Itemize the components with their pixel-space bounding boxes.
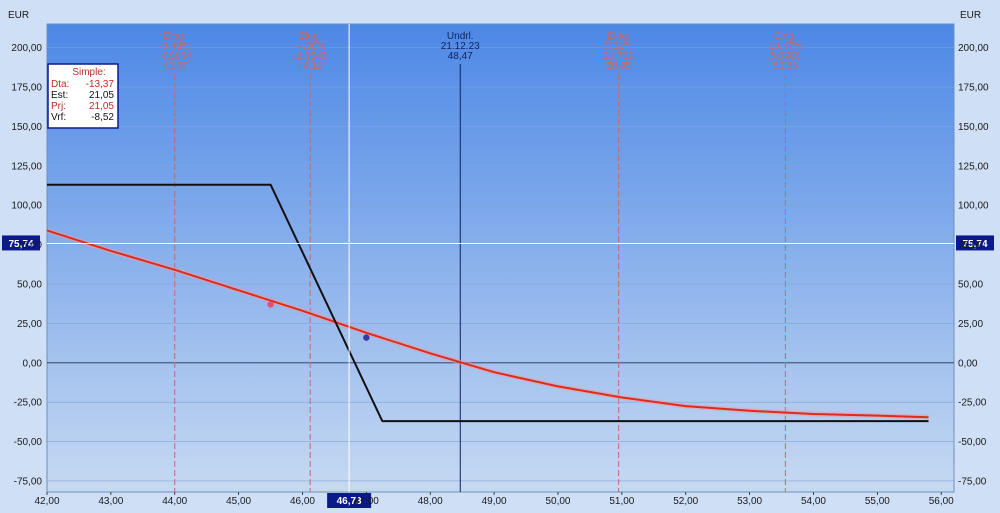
legend-row-value: -8,52 [91,112,114,123]
y-tick-label-right: 100,00 [958,201,989,212]
annotation-label: -4,86% [294,41,326,52]
annotation-label: 2,4752 [603,51,634,62]
y-tick-label-left: 125,00 [11,161,42,172]
x-tick-label: 47,00 [354,496,379,507]
crosshair-y-label-right-box [956,235,994,251]
y-tick-label-left: -50,00 [14,437,43,448]
legend-background [47,63,119,129]
y-tick-label-right: 25,00 [958,319,983,330]
x-tick-label: 52,00 [673,496,698,507]
y-tick-label-right: -75,00 [958,476,987,487]
annotation-label: -9,48% [159,41,191,52]
series-line-black[interactable] [47,183,929,423]
annotation-label: -4,6954 [158,51,192,62]
annotation-label: Elng. [299,31,322,42]
y-tick-label-right: 150,00 [958,122,989,133]
x-tick-label: 56,00 [929,496,954,507]
y-tick-label-left: 50,00 [17,280,42,291]
y-tick-label-right: 125,00 [958,161,989,172]
x-tick-label: 43,00 [98,496,123,507]
y-tick-label-right: 0,00 [958,358,978,369]
legend-row-label: Est: [51,90,68,101]
x-tick-label: 53,00 [737,496,762,507]
x-tick-label: 55,00 [865,496,890,507]
annotation-label: 50,95 [606,61,631,72]
annotation-label: 53,56 [773,61,798,72]
legend-row-label: Vrf: [51,112,66,123]
annotation-label: 21.12.23 [441,41,480,52]
x-tick-label: 51,00 [609,496,634,507]
legend-row-value: 21,05 [89,90,114,101]
annotation-label: Elng. [607,31,630,42]
annotation-label: 43,87 [162,61,187,72]
y-tick-label-right: -50,00 [958,437,987,448]
y-tick-label-left: 25,00 [17,319,42,330]
annotation-label: 10,47% [768,41,802,52]
annotation-label: Elng. [163,31,186,42]
annotation-label: 5,0768 [770,51,801,62]
x-tick-label: 44,00 [162,496,187,507]
y-tick-label-left: 75,00 [17,240,42,251]
x-tick-label: 49,00 [482,496,507,507]
legend-row-value: 21,05 [89,101,114,112]
unit-right: EUR [960,10,981,21]
data-point[interactable] [363,334,370,341]
legend-row-value: -13,37 [86,79,115,90]
y-tick-label-right: 50,00 [958,280,983,291]
annotation-label: Undrl. [447,31,474,42]
crosshair-x-label-box [327,493,372,508]
y-tick-label-left: -75,00 [14,476,43,487]
y-tick-label-right: 200,00 [958,43,989,54]
crosshair-y-label-left-box [2,235,40,251]
y-tick-label-left: 200,00 [11,43,42,54]
y-tick-label-left: 0,00 [23,358,43,369]
legend-box: Simple:Dta: -13,37 Est: 21,05 Prj: 21,05 Vrf: -… [47,63,119,129]
y-tick-label-left: 100,00 [11,201,42,212]
unit-left: EUR [8,10,29,21]
annotation-label: -2,3549 [293,51,327,62]
x-tick-label: 48,00 [418,496,443,507]
crosshair-x-label: 46,73 [337,496,362,507]
crosshair-y-label-right: 75,74 [962,239,987,250]
x-tick-label: 54,00 [801,496,826,507]
series-line-red[interactable] [46,229,929,419]
annotation-label: 5,11% [605,41,633,52]
y-tick-label-right: 175,00 [958,83,989,94]
annotation-label: 48,47 [448,51,473,62]
crosshair-y-label-left: 75,74 [8,239,33,250]
y-tick-label-left: -25,00 [14,398,43,409]
y-tick-label-left: 175,00 [11,83,42,94]
y-tick-label-left: 150,00 [11,122,42,133]
annotation-label: 46,12 [298,61,323,72]
legend-title: Simple: [72,67,105,78]
annotation-label: Elng. [774,31,797,42]
y-tick-label-right: -25,00 [958,398,987,409]
x-tick-label: 46,00 [290,496,315,507]
legend-row-label: Dta: [51,79,69,90]
legend-row-label: Prj: [51,101,66,112]
x-tick-label: 42,00 [34,496,59,507]
y-tick-label-right: 75,00 [958,240,983,251]
x-tick-label: 50,00 [545,496,570,507]
x-tick-label: 45,00 [226,496,251,507]
data-point[interactable] [267,301,274,308]
